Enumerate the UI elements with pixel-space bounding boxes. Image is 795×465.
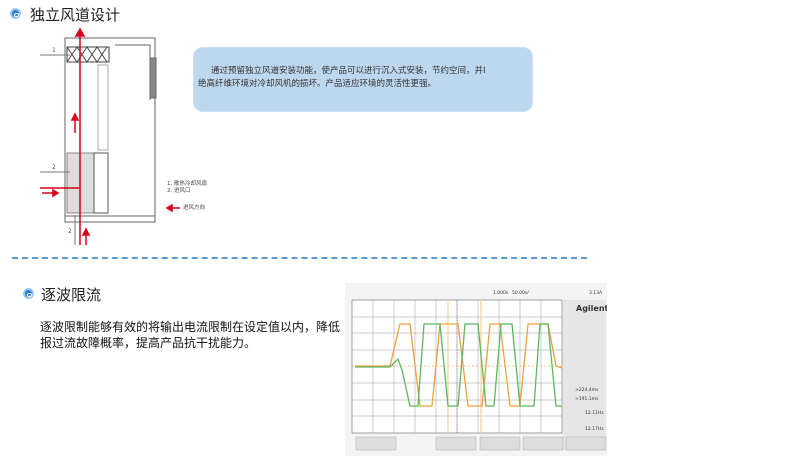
section-title: 逐波限流 bbox=[41, 286, 102, 304]
scope-trigger: 3.13A bbox=[589, 290, 603, 296]
section-bullet-icon bbox=[23, 288, 34, 299]
air-duct-diagram: 1 2 2 bbox=[40, 27, 180, 245]
scope-frequency: 12.11Hz bbox=[585, 410, 604, 416]
scope-scale: 50.00s/ bbox=[512, 290, 529, 296]
scope-timebase: 1.000s bbox=[493, 290, 509, 296]
channel-1-waveform bbox=[355, 323, 563, 407]
scope-brand: Agilent bbox=[576, 304, 607, 313]
diagram-label-2: 2 bbox=[52, 164, 56, 171]
section-divider bbox=[12, 257, 587, 259]
callout-line: 通过预留独立风道安装功能，使产品可以进行沉入式安装，节约空间，并I bbox=[211, 66, 486, 76]
section-description: 逐波限制能够有效的将输出电流限制在设定值以内，降低 报过流故障概率，提高产品抗干… bbox=[40, 319, 340, 351]
diagram-legend: 1. 散热冷却风扇 2. 进风口 bbox=[167, 181, 207, 195]
description-line: 逐波限制能够有效的将输出电流限制在设定值以内，降低 bbox=[40, 320, 341, 334]
scope-frequency: 12.17Hz bbox=[585, 426, 604, 432]
diagram-label-1: 1 bbox=[52, 47, 56, 54]
legend-arrow-label: 进风方向 bbox=[183, 205, 206, 211]
scope-measurement: >191.1ms bbox=[575, 396, 599, 402]
channel-2-waveform bbox=[355, 323, 562, 407]
oscilloscope-screenshot: Agilent 1.000s 50.00s/ 3.13A >224.4ms >1… bbox=[345, 283, 607, 456]
section-bullet-icon bbox=[10, 8, 21, 19]
diagram-label-2: 2 bbox=[68, 228, 72, 235]
scope-measurement: >224.4ms bbox=[575, 387, 599, 393]
description-line: 报过流故障概率，提高产品抗干扰能力。 bbox=[40, 336, 257, 350]
description-callout: 通过预留独立风道安装功能，使产品可以进行沉入式安装，节约空间，并I 绝高纤维环境… bbox=[193, 47, 533, 112]
callout-line: 绝高纤维环境对冷却风机的损坏。产品适应环境的灵活性更强。 bbox=[198, 79, 437, 89]
section-title: 独立风道设计 bbox=[30, 6, 121, 24]
legend-item: 2. 进风口 bbox=[167, 188, 191, 194]
legend-item: 1. 散热冷却风扇 bbox=[167, 181, 207, 187]
